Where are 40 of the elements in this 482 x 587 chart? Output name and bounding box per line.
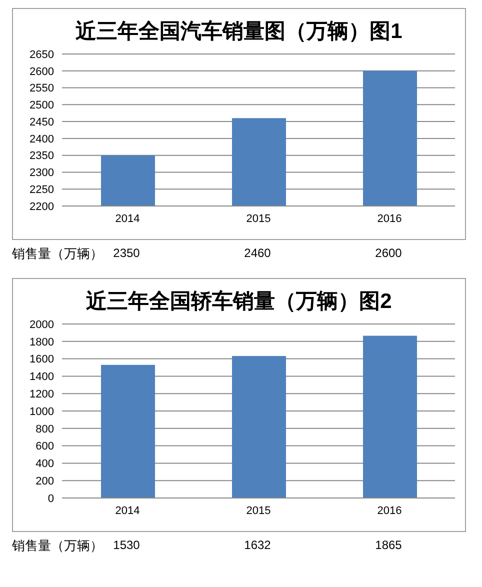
y-tick-label: 2450 <box>30 116 54 128</box>
y-tick-label: 1600 <box>30 354 54 366</box>
y-tick-label: 600 <box>36 440 54 453</box>
data-label: 2600 <box>375 246 402 260</box>
y-tick-label: 2600 <box>30 66 54 78</box>
y-tick-label: 2500 <box>30 100 54 112</box>
y-tick-label: 2350 <box>30 150 54 162</box>
text: 销售量（万辆） <box>12 537 103 555</box>
chart-title: 近三年全国轿车销量（万辆）图2 <box>85 289 393 315</box>
y-tick-label: 2250 <box>30 184 54 196</box>
data-label: 1865 <box>375 538 402 552</box>
y-tick-label: 400 <box>36 458 54 470</box>
y-tick-label: 2550 <box>30 82 54 95</box>
y-tick-label: 0 <box>48 492 54 505</box>
x-tick-label: 2015 <box>246 212 271 225</box>
y-tick-label: 2000 <box>30 318 54 331</box>
y-tick-label: 1200 <box>30 388 54 401</box>
y-tick-label: 2300 <box>30 167 54 180</box>
y-tick-label: 2200 <box>30 200 54 213</box>
y-tick-label: 800 <box>36 423 54 436</box>
data-label: 2460 <box>244 246 271 260</box>
data-label: 1632 <box>244 538 271 552</box>
chart-title: 近三年全国汽车销量图（万辆）图1 <box>74 19 404 45</box>
data-label: 1530 <box>113 538 140 552</box>
y-tick-label: 200 <box>36 476 54 488</box>
x-tick-label: 2014 <box>115 212 140 225</box>
bar <box>363 336 417 498</box>
text: 销售量（万辆） <box>12 245 103 263</box>
bar <box>232 356 286 498</box>
y-tick-label: 2400 <box>30 133 54 146</box>
y-tick-label: 2650 <box>30 48 54 61</box>
y-tick-label: 1800 <box>30 336 54 348</box>
x-tick-label: 2016 <box>377 212 402 225</box>
data-label: 2350 <box>113 246 140 260</box>
y-tick-label: 1000 <box>30 406 54 418</box>
x-tick-label: 2015 <box>246 504 271 517</box>
x-tick-label: 2014 <box>115 504 140 517</box>
bar <box>101 364 155 498</box>
x-tick-label: 2016 <box>377 504 402 517</box>
y-tick-label: 1400 <box>30 371 54 384</box>
